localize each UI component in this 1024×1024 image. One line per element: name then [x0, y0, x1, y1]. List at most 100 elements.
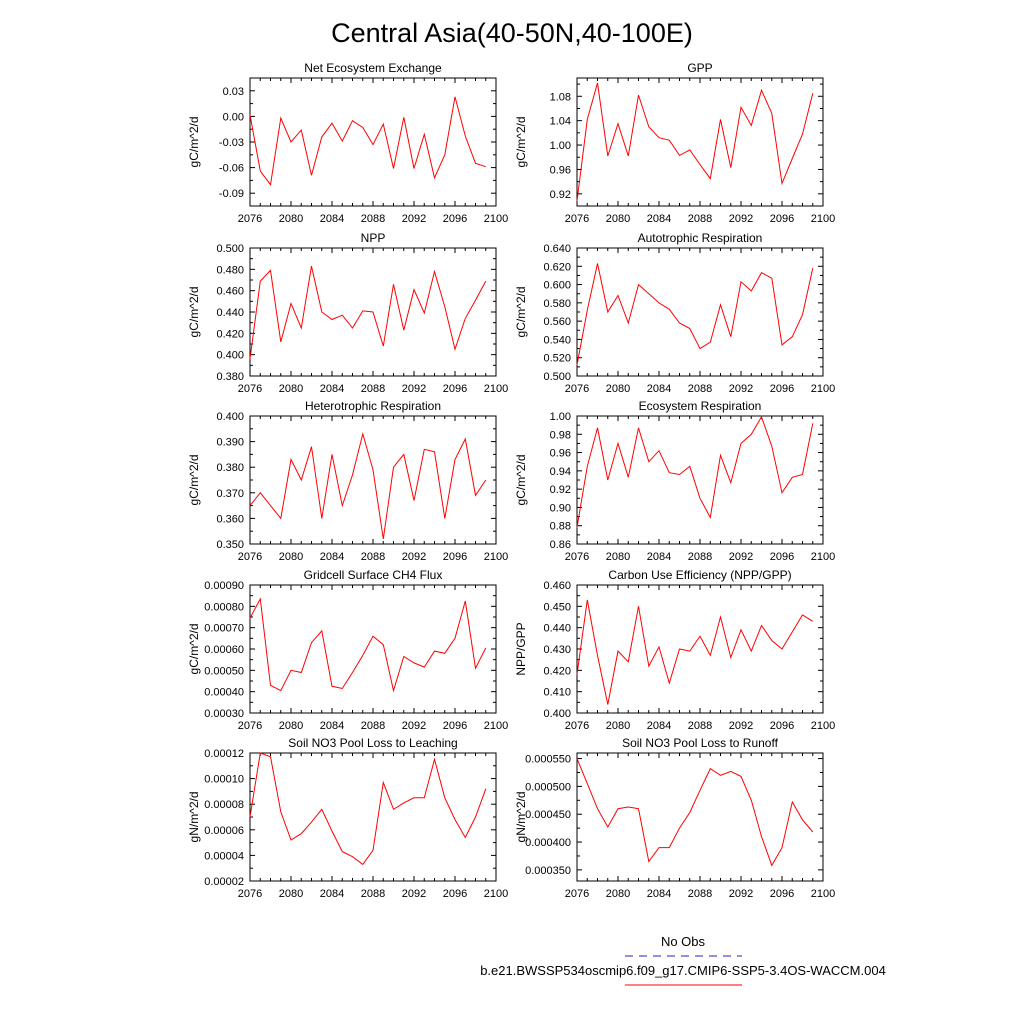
carbon-use-efficiency-npp-gpp-ytick-label: 0.440	[543, 623, 571, 635]
autotrophic-respiration-ytick-label: 0.620	[543, 261, 571, 273]
autotrophic-respiration-ytick-label: 0.640	[543, 243, 571, 255]
net-ecosystem-exchange-frame	[249, 77, 497, 207]
gpp-xtick-label: 2096	[770, 213, 794, 225]
panel-npp: NPP gC/m^2/d 2076 2080 2084 2088 2092 2096 2100 0…	[187, 231, 508, 395]
net-ecosystem-exchange-ytick-label: 0.00	[223, 111, 244, 123]
heterotrophic-respiration-xtick-label: 2100	[484, 551, 508, 563]
ecosystem-respiration-title: Ecosystem Respiration	[639, 399, 762, 413]
gpp-xtick-label: 2100	[811, 213, 835, 225]
npp-title: NPP	[361, 231, 386, 245]
gridcell-surface-ch4-flux-xtick-label: 2076	[238, 720, 262, 732]
npp-xtick-label: 2088	[361, 383, 385, 395]
gridcell-surface-ch4-flux-ytick-label: 0.00060	[204, 644, 244, 656]
net-ecosystem-exchange-xtick-label: 2076	[238, 213, 262, 225]
panel-gpp: GPP gC/m^2/d 2076 2080 2084 2088 2092 2096 2100 0…	[514, 61, 835, 225]
panel-gridcell-surface-ch4-flux: Gridcell Surface CH4 Flux gC/m^2/d 2076 208…	[187, 568, 508, 732]
npp-ytick-label: 0.400	[216, 350, 244, 362]
soil-no3-pool-loss-to-leaching-ytick-label: 0.00006	[204, 825, 244, 837]
npp-xtick-label: 2096	[443, 383, 467, 395]
carbon-use-efficiency-npp-gpp-series-line	[576, 599, 814, 705]
autotrophic-respiration-frame	[576, 247, 824, 377]
ecosystem-respiration-xtick-label: 2092	[729, 551, 753, 563]
autotrophic-respiration-ytick-label: 0.580	[543, 298, 571, 310]
npp-xtick-label: 2076	[238, 383, 262, 395]
soil-no3-pool-loss-to-leaching-xtick-label: 2100	[484, 888, 508, 900]
soil-no3-pool-loss-to-leaching-ylabel: gN/m^2/d	[187, 792, 201, 843]
gpp-ytick-label: 0.96	[550, 164, 571, 176]
heterotrophic-respiration-ytick-label: 0.390	[216, 437, 244, 449]
soil-no3-pool-loss-to-runoff-ytick-label: 0.000450	[525, 809, 571, 821]
net-ecosystem-exchange-ytick-label: -0.06	[219, 163, 244, 175]
soil-no3-pool-loss-to-leaching-ytick-label: 0.00010	[204, 774, 244, 786]
figure-title: Central Asia(40-50N,40-100E)	[331, 18, 693, 48]
net-ecosystem-exchange-xtick-label: 2084	[320, 213, 344, 225]
autotrophic-respiration-xtick-label: 2076	[565, 383, 589, 395]
soil-no3-pool-loss-to-leaching-ytick-label: 0.00012	[204, 748, 244, 760]
soil-no3-pool-loss-to-leaching-xtick-label: 2092	[402, 888, 426, 900]
heterotrophic-respiration-title: Heterotrophic Respiration	[305, 399, 441, 413]
carbon-use-efficiency-npp-gpp-ytick-label: 0.460	[543, 580, 571, 592]
net-ecosystem-exchange-xtick-label: 2088	[361, 213, 385, 225]
autotrophic-respiration-ytick-label: 0.600	[543, 280, 571, 292]
carbon-use-efficiency-npp-gpp-ylabel: NPP/GPP	[514, 622, 528, 675]
soil-no3-pool-loss-to-runoff-xtick-label: 2076	[565, 888, 589, 900]
ecosystem-respiration-ytick-label: 0.88	[550, 521, 571, 533]
ecosystem-respiration-xtick-label: 2080	[606, 551, 630, 563]
ecosystem-respiration-frame	[576, 415, 824, 545]
soil-no3-pool-loss-to-runoff-xtick-label: 2088	[688, 888, 712, 900]
ecosystem-respiration-xtick-label: 2088	[688, 551, 712, 563]
gridcell-surface-ch4-flux-title: Gridcell Surface CH4 Flux	[304, 568, 443, 582]
autotrophic-respiration-ytick-label: 0.520	[543, 353, 571, 365]
net-ecosystem-exchange-xtick-label: 2092	[402, 213, 426, 225]
carbon-use-efficiency-npp-gpp-xtick-label: 2076	[565, 720, 589, 732]
heterotrophic-respiration-ytick-label: 0.360	[216, 513, 244, 525]
soil-no3-pool-loss-to-runoff-xtick-label: 2100	[811, 888, 835, 900]
ecosystem-respiration-xtick-label: 2096	[770, 551, 794, 563]
autotrophic-respiration-ytick-label: 0.500	[543, 371, 571, 383]
gpp-ytick-label: 1.08	[550, 91, 571, 103]
gridcell-surface-ch4-flux-ytick-label: 0.00090	[204, 580, 244, 592]
heterotrophic-respiration-ytick-label: 0.370	[216, 488, 244, 500]
gpp-ytick-label: 1.04	[550, 116, 571, 128]
chart-panels: Net Ecosystem Exchange gC/m^2/d 2076 2080 20…	[187, 61, 835, 900]
npp-ytick-label: 0.440	[216, 307, 244, 319]
autotrophic-respiration-ylabel: gC/m^2/d	[514, 287, 528, 338]
heterotrophic-respiration-xtick-label: 2080	[279, 551, 303, 563]
net-ecosystem-exchange-xtick-label: 2100	[484, 213, 508, 225]
soil-no3-pool-loss-to-leaching-ytick-label: 0.00008	[204, 799, 244, 811]
carbon-use-efficiency-npp-gpp-xtick-label: 2088	[688, 720, 712, 732]
heterotrophic-respiration-xtick-label: 2084	[320, 551, 344, 563]
soil-no3-pool-loss-to-leaching-series-line	[249, 752, 487, 866]
gridcell-surface-ch4-flux-ytick-label: 0.00070	[204, 623, 244, 635]
npp-ytick-label: 0.460	[216, 286, 244, 298]
gpp-xtick-label: 2092	[729, 213, 753, 225]
autotrophic-respiration-series-line	[576, 263, 814, 366]
soil-no3-pool-loss-to-leaching-xtick-label: 2096	[443, 888, 467, 900]
autotrophic-respiration-xtick-label: 2092	[729, 383, 753, 395]
soil-no3-pool-loss-to-leaching-xtick-label: 2088	[361, 888, 385, 900]
soil-no3-pool-loss-to-leaching-frame	[249, 752, 497, 882]
heterotrophic-respiration-ytick-label: 0.350	[216, 539, 244, 551]
npp-xtick-label: 2092	[402, 383, 426, 395]
npp-ytick-label: 0.500	[216, 243, 244, 255]
autotrophic-respiration-ytick-label: 0.540	[543, 334, 571, 346]
net-ecosystem-exchange-xtick-label: 2096	[443, 213, 467, 225]
gpp-ytick-label: 0.92	[550, 189, 571, 201]
panel-autotrophic-respiration: Autotrophic Respiration gC/m^2/d 2076 2080 2…	[514, 231, 835, 395]
npp-xtick-label: 2084	[320, 383, 344, 395]
gridcell-surface-ch4-flux-series-line	[249, 597, 487, 693]
panel-soil-no3-pool-loss-to-leaching: Soil NO3 Pool Loss to Leaching gN/m^2/d 20…	[187, 736, 508, 900]
gpp-xtick-label: 2084	[647, 213, 671, 225]
gpp-xtick-label: 2080	[606, 213, 630, 225]
carbon-use-efficiency-npp-gpp-title: Carbon Use Efficiency (NPP/GPP)	[608, 568, 791, 582]
panel-soil-no3-pool-loss-to-runoff: Soil NO3 Pool Loss to Runoff gN/m^2/d 2076…	[514, 736, 835, 900]
ecosystem-respiration-ytick-label: 0.90	[550, 502, 571, 514]
carbon-use-efficiency-npp-gpp-frame	[576, 584, 824, 714]
heterotrophic-respiration-xtick-label: 2088	[361, 551, 385, 563]
gridcell-surface-ch4-flux-ytick-label: 0.00040	[204, 687, 244, 699]
net-ecosystem-exchange-ytick-label: -0.09	[219, 188, 244, 200]
heterotrophic-respiration-series-line	[249, 431, 487, 539]
net-ecosystem-exchange-series-line	[249, 96, 486, 186]
gridcell-surface-ch4-flux-frame	[249, 584, 497, 714]
